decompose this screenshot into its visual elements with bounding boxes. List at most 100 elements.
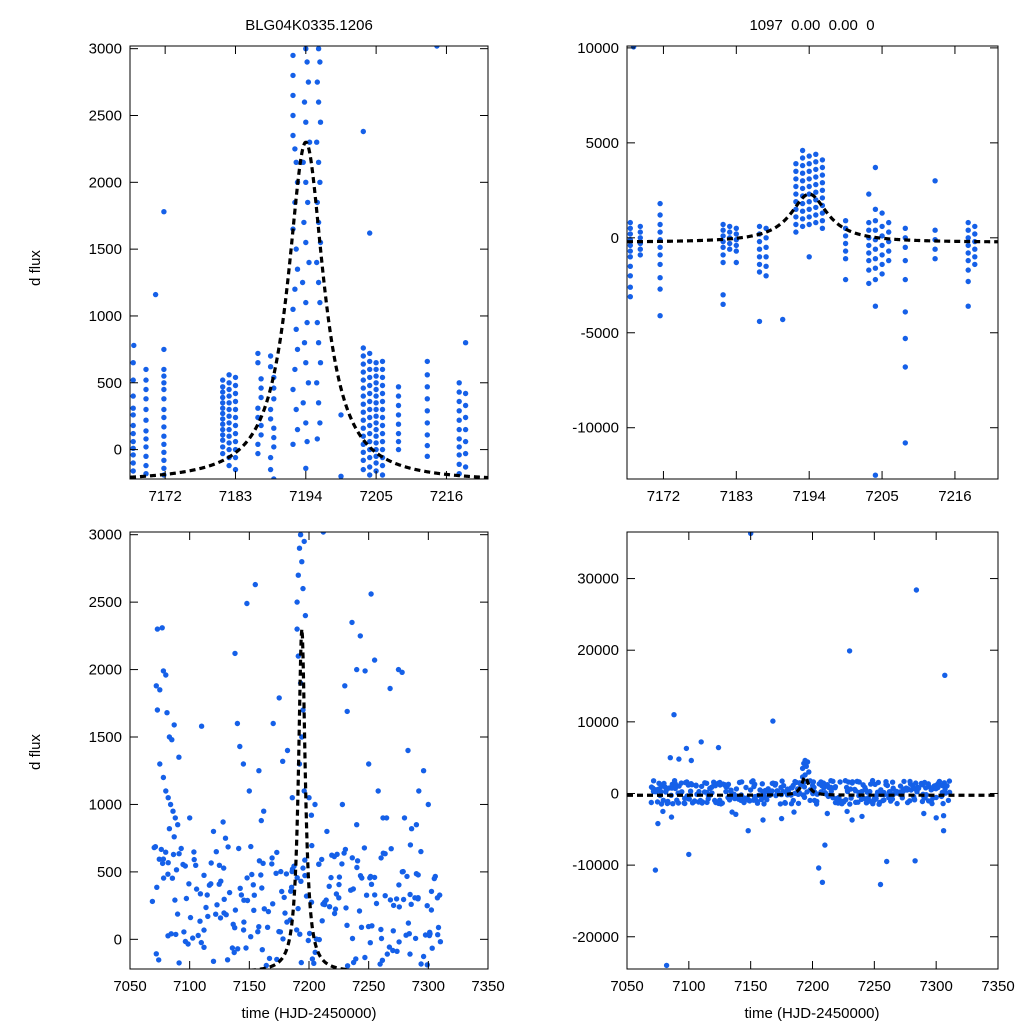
data-point — [187, 914, 194, 921]
data-point — [175, 822, 181, 828]
data-point — [360, 377, 366, 383]
data-point — [655, 820, 661, 827]
data-point — [733, 259, 739, 266]
data-point — [366, 761, 372, 767]
data-point — [699, 799, 706, 805]
data-point — [130, 405, 136, 411]
data-point — [813, 159, 819, 165]
data-point — [728, 787, 734, 793]
data-point — [843, 797, 849, 803]
data-point — [972, 254, 978, 260]
data-point — [379, 374, 386, 381]
data-point — [143, 377, 149, 383]
data-point — [379, 382, 386, 389]
data-point — [687, 788, 694, 794]
data-point — [367, 438, 373, 445]
y-tick-label: 1000 — [89, 308, 122, 325]
data-point — [754, 800, 761, 806]
data-point — [733, 811, 739, 817]
data-point — [725, 781, 732, 787]
data-point — [682, 800, 688, 807]
data-point — [660, 797, 666, 803]
data-point — [627, 284, 633, 290]
data-point — [360, 393, 366, 399]
data-point — [328, 874, 334, 881]
data-point — [782, 800, 788, 806]
title-left: BLG04K0335.1206 — [245, 17, 373, 34]
xlabel-bottom-right: time (HJD-2450000) — [744, 1005, 879, 1022]
x-tick-label: 7183 — [219, 488, 252, 505]
data-point — [317, 420, 323, 426]
data-point — [244, 897, 251, 904]
data-point — [456, 389, 462, 395]
data-point — [407, 891, 413, 898]
data-point — [378, 935, 385, 942]
data-point — [686, 851, 692, 858]
data-point — [232, 390, 239, 397]
data-point — [161, 414, 167, 421]
data-point — [942, 672, 948, 678]
data-point — [336, 895, 342, 901]
data-point — [255, 441, 261, 447]
data-point — [232, 374, 239, 381]
data-point — [270, 720, 276, 727]
data-point — [886, 257, 892, 264]
data-point — [804, 759, 811, 765]
data-point — [456, 444, 462, 450]
data-point — [303, 465, 309, 471]
data-point — [279, 888, 285, 895]
data-point — [271, 396, 277, 402]
data-point — [872, 218, 879, 224]
data-point — [360, 409, 366, 415]
ylabel-bottom: d flux — [27, 734, 44, 770]
data-point — [813, 219, 819, 226]
data-point — [306, 930, 313, 937]
data-point — [806, 769, 812, 775]
data-point — [965, 227, 971, 233]
data-point — [774, 789, 780, 795]
data-point — [258, 376, 264, 382]
data-point — [361, 845, 368, 851]
data-points — [149, 532, 444, 969]
data-point — [220, 444, 226, 450]
data-point — [360, 433, 366, 439]
data-point — [288, 888, 294, 894]
data-point — [875, 779, 881, 786]
data-point — [331, 910, 338, 917]
data-point — [360, 385, 366, 391]
data-point — [294, 346, 301, 353]
data-point — [404, 873, 410, 880]
data-point — [283, 871, 290, 877]
data-point — [852, 786, 858, 793]
data-point — [382, 893, 388, 899]
data-point — [246, 788, 252, 794]
data-point — [627, 219, 633, 226]
data-point — [810, 779, 817, 785]
data-point — [342, 683, 348, 689]
data-point — [360, 353, 366, 359]
data-point — [314, 436, 320, 442]
x-tick-label: 7250 — [352, 978, 385, 995]
data-point — [671, 712, 677, 718]
data-point — [213, 849, 219, 855]
data-point — [220, 389, 226, 395]
data-point — [879, 242, 885, 249]
data-point — [360, 361, 366, 367]
data-point — [204, 892, 210, 898]
data-point — [203, 904, 209, 911]
x-tick-label: 7183 — [720, 488, 753, 505]
data-point — [225, 844, 231, 850]
data-point — [300, 707, 306, 713]
data-point — [255, 350, 261, 357]
data-point — [226, 433, 232, 439]
data-point — [226, 380, 232, 386]
data-point — [304, 438, 310, 445]
data-point — [657, 252, 663, 258]
data-point — [264, 924, 271, 930]
data-points — [627, 46, 978, 478]
data-point — [157, 761, 163, 767]
data-point — [226, 393, 232, 399]
data-point — [379, 422, 386, 429]
data-point — [280, 936, 286, 942]
data-point — [296, 545, 303, 551]
